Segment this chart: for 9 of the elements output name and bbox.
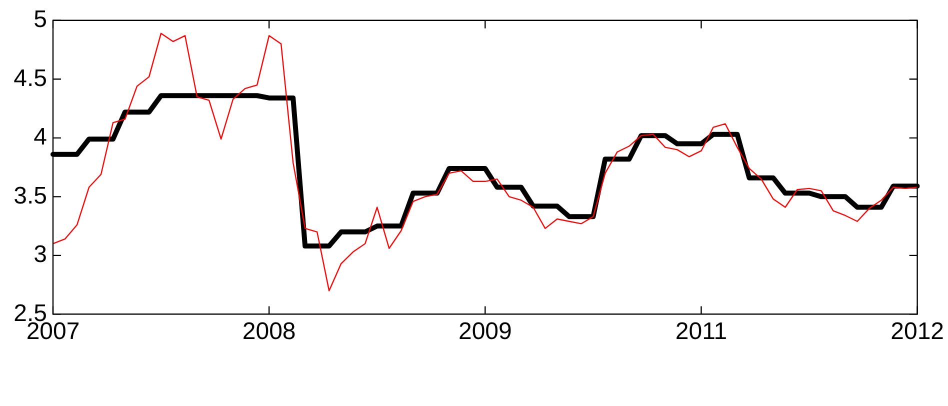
y-tick-label: 3.5 bbox=[14, 182, 47, 210]
y-tick-label: 4.5 bbox=[14, 64, 47, 92]
y-tick-label: 4 bbox=[34, 124, 47, 151]
y-tick-label: 5 bbox=[34, 6, 47, 34]
x-tick-label: 2008 bbox=[242, 318, 296, 346]
x-tick-label: 2011 bbox=[675, 318, 728, 346]
x-tick-label: 2012 bbox=[890, 318, 944, 346]
y-tick-label: 3 bbox=[34, 241, 47, 268]
x-tick-label: 2009 bbox=[458, 318, 512, 346]
